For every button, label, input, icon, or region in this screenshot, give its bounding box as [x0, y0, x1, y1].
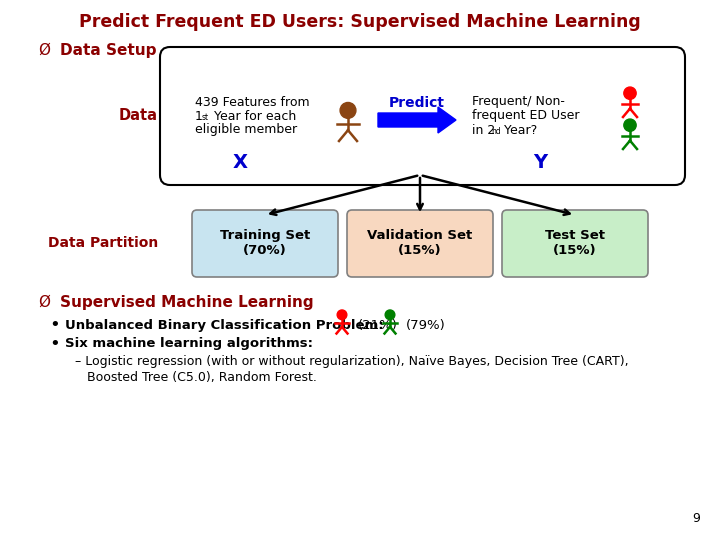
Text: Frequent/ Non-: Frequent/ Non-	[472, 96, 565, 109]
FancyArrow shape	[378, 107, 456, 133]
Text: Training Set
(70%): Training Set (70%)	[220, 229, 310, 257]
FancyBboxPatch shape	[192, 210, 338, 277]
Text: Ø: Ø	[38, 294, 50, 309]
Text: Validation Set
(15%): Validation Set (15%)	[367, 229, 472, 257]
Text: •: •	[50, 335, 60, 353]
FancyBboxPatch shape	[160, 47, 685, 185]
Text: Test Set
(15%): Test Set (15%)	[545, 229, 605, 257]
Text: Predict Frequent ED Users: Supervised Machine Learning: Predict Frequent ED Users: Supervised Ma…	[79, 13, 641, 31]
Text: Unbalanced Binary Classification Problem:: Unbalanced Binary Classification Problem…	[65, 319, 384, 332]
Text: Year for each: Year for each	[210, 110, 296, 123]
Circle shape	[624, 87, 636, 99]
Text: Year?: Year?	[500, 124, 537, 137]
Text: – Logistic regression (with or without regularization), Naïve Bayes, Decision Tr: – Logistic regression (with or without r…	[75, 355, 629, 368]
Text: Ø: Ø	[38, 43, 50, 57]
Text: Data: Data	[119, 109, 158, 124]
Text: Boosted Tree (C5.0), Random Forest.: Boosted Tree (C5.0), Random Forest.	[75, 370, 317, 383]
Text: •: •	[50, 316, 60, 334]
Text: Supervised Machine Learning: Supervised Machine Learning	[60, 294, 314, 309]
Text: st: st	[202, 113, 209, 122]
Text: 1: 1	[195, 110, 203, 123]
Circle shape	[337, 310, 347, 320]
Circle shape	[385, 310, 395, 320]
Circle shape	[340, 103, 356, 118]
Text: eligible member: eligible member	[195, 124, 297, 137]
Text: in 2: in 2	[472, 124, 495, 137]
Text: 9: 9	[692, 512, 700, 525]
Text: Six machine learning algorithms:: Six machine learning algorithms:	[65, 338, 313, 350]
Text: frequent ED User: frequent ED User	[472, 110, 580, 123]
Text: Y: Y	[533, 152, 547, 172]
Text: 439 Features from: 439 Features from	[195, 96, 310, 109]
Text: Data Partition: Data Partition	[48, 236, 158, 250]
Text: Data Setup: Data Setup	[60, 43, 156, 57]
Circle shape	[624, 119, 636, 131]
Text: (79%): (79%)	[406, 319, 446, 332]
FancyBboxPatch shape	[502, 210, 648, 277]
Text: (21%): (21%)	[358, 319, 398, 332]
Text: X: X	[233, 152, 248, 172]
FancyBboxPatch shape	[347, 210, 493, 277]
Text: nd: nd	[491, 127, 500, 136]
Text: Predict: Predict	[389, 96, 445, 110]
